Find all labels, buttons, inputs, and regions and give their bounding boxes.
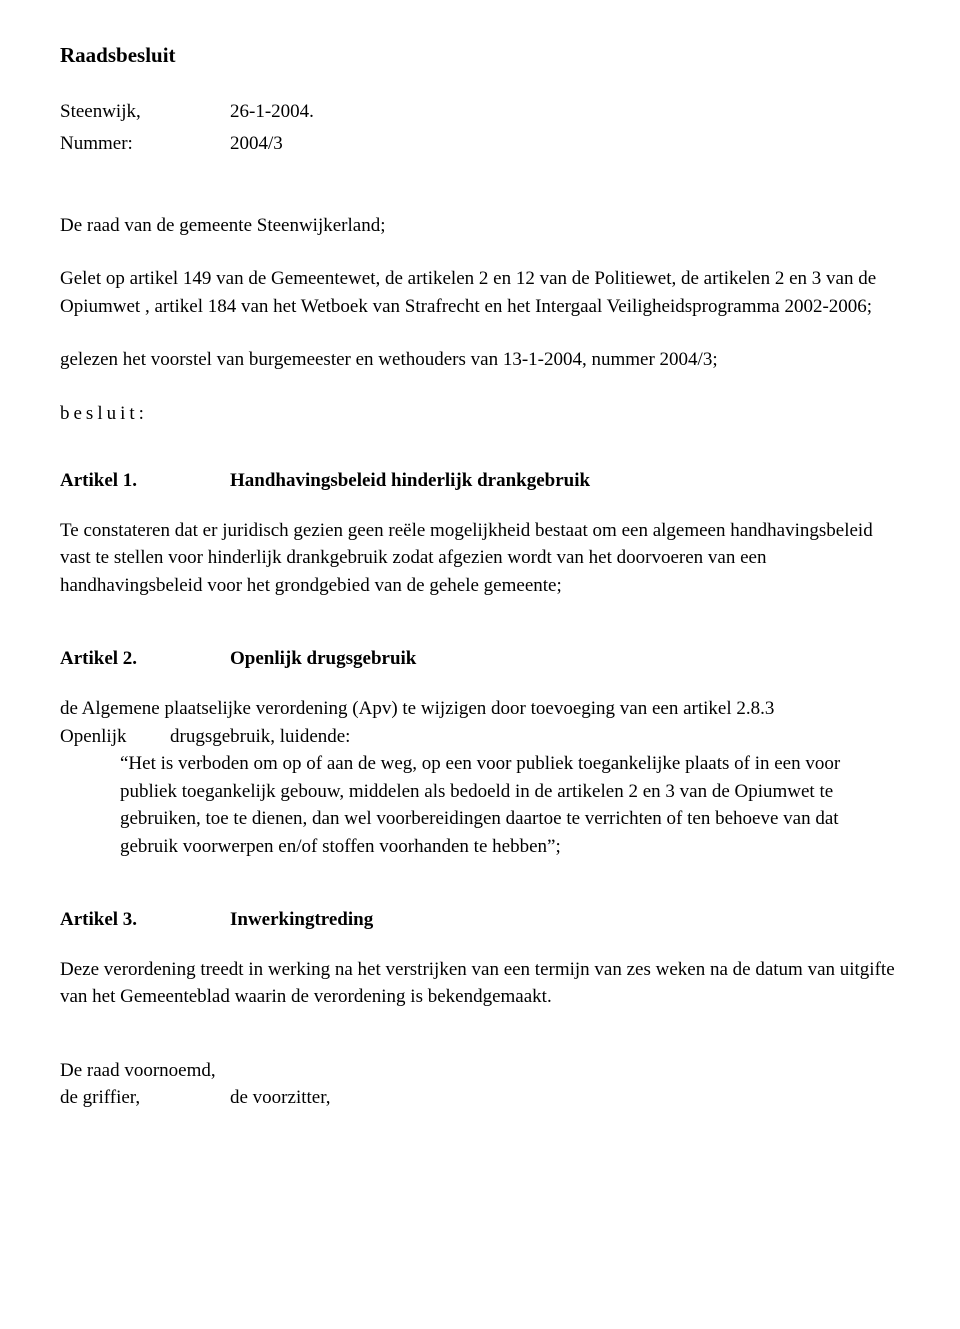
article-3-heading: Inwerkingtreding (230, 906, 373, 934)
article-3-number: Artikel 3. (60, 906, 230, 934)
voorstel-paragraph: gelezen het voorstel van burgemeester en… (60, 346, 900, 374)
signature-voorzitter: de voorzitter, (230, 1084, 331, 1112)
besluit-label: besluit: (60, 400, 900, 428)
article-2-line2-left: Openlijk (60, 723, 170, 751)
meta-number-label: Nummer: (60, 130, 230, 158)
article-2-heading: Openlijk drugsgebruik (230, 645, 416, 673)
meta-date-value: 26-1-2004. (230, 98, 314, 126)
intro-paragraph: De raad van de gemeente Steenwijkerland; (60, 212, 900, 240)
signature-row: de griffier, de voorzitter, (60, 1084, 900, 1112)
article-1-heading: Handhavingsbeleid hinderlijk drankgebrui… (230, 467, 590, 495)
signature-griffier: de griffier, (60, 1084, 230, 1112)
meta-row-place-date: Steenwijk, 26-1-2004. (60, 98, 900, 126)
article-3-header: Artikel 3. Inwerkingtreding (60, 906, 900, 934)
article-3-body: Deze verordening treedt in werking na he… (60, 956, 900, 1011)
article-2-line2-right: drugsgebruik, luidende: (170, 723, 350, 751)
meta-number-value: 2004/3 (230, 130, 283, 158)
article-2-header: Artikel 2. Openlijk drugsgebruik (60, 645, 900, 673)
article-2-body: de Algemene plaatselijke verordening (Ap… (60, 695, 900, 860)
article-1-body: Te constateren dat er juridisch gezien g… (60, 517, 900, 600)
article-2-number: Artikel 2. (60, 645, 230, 673)
meta-row-number: Nummer: 2004/3 (60, 130, 900, 158)
considerans-paragraph: Gelet op artikel 149 van de Gemeentewet,… (60, 265, 900, 320)
page-title: Raadsbesluit (60, 40, 900, 70)
article-2-quote: “Het is verboden om op of aan de weg, op… (120, 750, 900, 860)
article-2-line2: Openlijk drugsgebruik, luidende: (60, 723, 900, 751)
closing-line1: De raad voornoemd, (60, 1057, 900, 1085)
meta-place-label: Steenwijk, (60, 98, 230, 126)
article-2-line1: de Algemene plaatselijke verordening (Ap… (60, 695, 900, 723)
article-1-number: Artikel 1. (60, 467, 230, 495)
closing-block: De raad voornoemd, de griffier, de voorz… (60, 1057, 900, 1112)
article-1-header: Artikel 1. Handhavingsbeleid hinderlijk … (60, 467, 900, 495)
